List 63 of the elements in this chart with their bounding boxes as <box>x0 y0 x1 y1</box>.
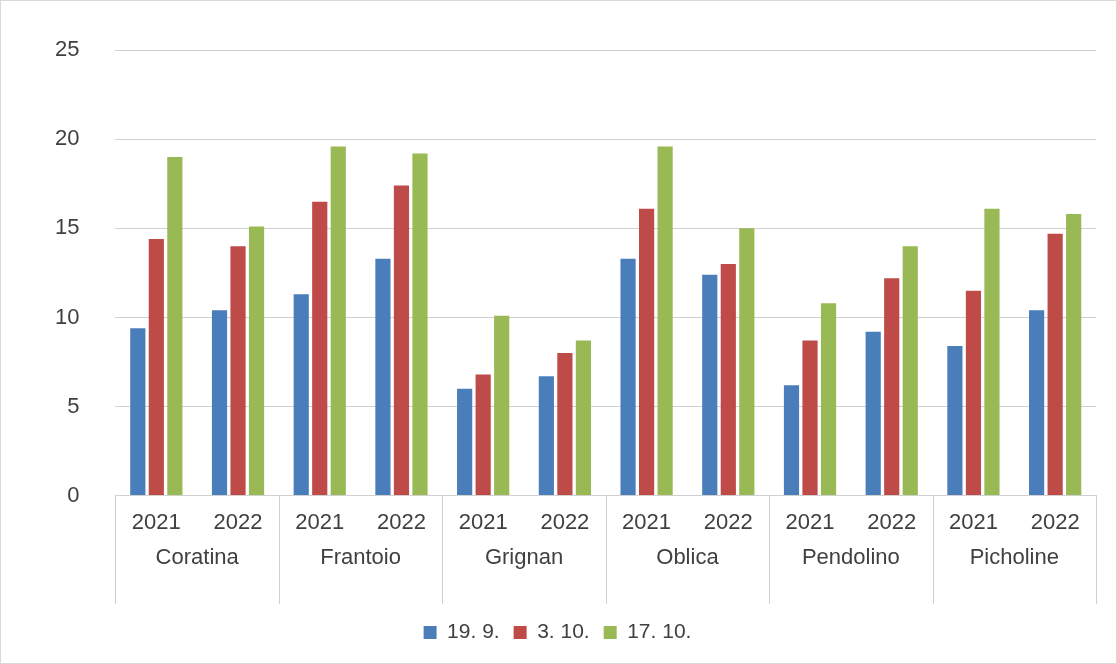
bar <box>865 331 881 496</box>
bar <box>538 376 554 496</box>
bar <box>148 239 164 496</box>
text: Picholine <box>969 543 1059 569</box>
bar <box>1047 233 1063 496</box>
legend-label: 17. 10. <box>627 619 692 643</box>
text: Grignan <box>484 543 564 569</box>
bar <box>494 315 510 496</box>
bar <box>293 294 309 496</box>
bar <box>330 146 346 496</box>
bar <box>657 146 673 496</box>
bar <box>167 157 183 496</box>
x-tick-label: 2021 <box>622 508 672 534</box>
bar <box>475 374 491 496</box>
bar <box>947 345 963 496</box>
x-tick-label: 2022 <box>213 508 263 534</box>
y-tick-label: 0 <box>67 481 80 507</box>
bar <box>820 303 837 496</box>
y-tick-label: 5 <box>67 392 80 418</box>
bar <box>984 208 1000 496</box>
x-tick-label: 2021 <box>948 508 998 534</box>
x-tick-label: 2021 <box>785 508 835 534</box>
bar <box>884 278 900 496</box>
bar <box>702 274 718 496</box>
bar <box>1066 214 1082 496</box>
bar <box>375 258 391 496</box>
legend-label: 19. 9. <box>447 619 500 643</box>
y-tick-label: 10 <box>54 303 80 329</box>
x-tick-label: 2021 <box>458 508 508 534</box>
bar <box>620 258 636 496</box>
bar <box>230 246 246 496</box>
bar <box>393 185 410 496</box>
bar <box>130 328 146 496</box>
x-tick-label: 2021 <box>295 508 345 534</box>
bar <box>211 310 228 496</box>
bar <box>575 340 591 496</box>
bar <box>965 290 982 496</box>
bar <box>248 226 265 496</box>
bar <box>1029 310 1045 496</box>
legend-label: 3. 10. <box>537 619 590 643</box>
y-tick-label: 25 <box>54 36 80 62</box>
y-tick-label: 15 <box>54 214 80 240</box>
x-tick-label: 2022 <box>376 508 426 534</box>
y-tick-label: 20 <box>54 125 80 151</box>
x-tick-label: 2022 <box>540 508 590 534</box>
bar <box>457 388 473 496</box>
x-tick-label: 2022 <box>867 508 917 534</box>
bar <box>783 385 800 496</box>
x-tick-label: 2022 <box>703 508 753 534</box>
bar <box>639 208 655 496</box>
x-tick-label: 2022 <box>1030 508 1080 534</box>
text: Coratina <box>155 543 240 569</box>
bar <box>412 153 428 496</box>
text: Pendolino <box>801 543 900 569</box>
bar <box>557 353 573 496</box>
text: Oblica <box>656 543 720 569</box>
bar <box>720 263 736 496</box>
text: Frantoio <box>320 543 401 569</box>
bar <box>739 228 755 496</box>
bar <box>902 246 918 496</box>
bar <box>312 201 328 496</box>
bar <box>802 340 818 496</box>
x-tick-label: 2021 <box>131 508 181 534</box>
